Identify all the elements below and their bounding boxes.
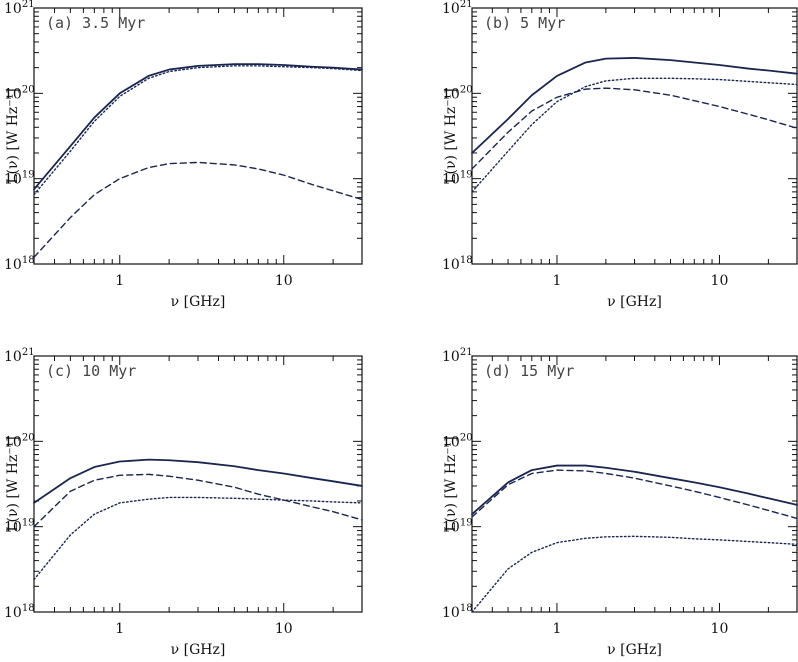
plot-frame bbox=[33, 355, 363, 613]
y-tick-label: 1020 bbox=[4, 84, 35, 102]
panel-1: 1 10 1018 1019 1020 1021 ν [GHz] L(ν) [W Hz⁻¹] (… bbox=[4, 0, 363, 310]
curve-dashed bbox=[471, 469, 798, 520]
curve-dotted bbox=[471, 535, 798, 613]
y-tick-label: 1021 bbox=[4, 347, 35, 365]
panel-label: (b) 5 Myr bbox=[484, 14, 565, 32]
curve-solid bbox=[33, 63, 363, 191]
y-axis-label: L(ν) [W Hz⁻¹] bbox=[5, 436, 21, 532]
panel-label: (d) 15 Myr bbox=[484, 362, 574, 380]
y-tick-label: 1021 bbox=[442, 0, 473, 17]
x-axis-label: ν [GHz] bbox=[607, 294, 662, 310]
y-tick-label: 1018 bbox=[442, 255, 473, 273]
x-tick-label: 1 bbox=[115, 273, 124, 289]
plot-frame bbox=[471, 7, 798, 265]
x-tick-label: 10 bbox=[711, 273, 729, 289]
y-tick-label: 1021 bbox=[442, 347, 473, 365]
curve-dotted bbox=[33, 496, 363, 581]
x-axis-label: ν [GHz] bbox=[171, 642, 226, 658]
panel-3: 1 10 1018 1019 1020 1021 ν [GHz] L(ν) [W Hz⁻¹] (… bbox=[4, 347, 363, 658]
panel-label: (a) 3.5 Myr bbox=[46, 14, 145, 32]
y-axis-label: L(ν) [W Hz⁻¹] bbox=[443, 436, 459, 532]
y-tick-label: 1019 bbox=[4, 170, 35, 188]
x-tick-label: 1 bbox=[553, 273, 562, 289]
y-axis-label: L(ν) [W Hz⁻¹] bbox=[5, 88, 21, 184]
y-axis-label: L(ν) [W Hz⁻¹] bbox=[443, 88, 459, 184]
y-tick-label: 1019 bbox=[4, 518, 35, 536]
x-tick-label: 10 bbox=[711, 621, 729, 637]
x-axis-label: ν [GHz] bbox=[171, 294, 226, 310]
x-tick-label: 10 bbox=[275, 273, 293, 289]
x-tick-label: 10 bbox=[275, 621, 293, 637]
y-tick-label: 1019 bbox=[442, 170, 473, 188]
curve-dotted bbox=[33, 65, 363, 196]
curve-dashed bbox=[471, 87, 798, 170]
plot-frame bbox=[471, 355, 798, 613]
curve-solid bbox=[471, 464, 798, 516]
y-tick-label: 1018 bbox=[442, 603, 473, 621]
curve-dashed bbox=[33, 161, 363, 258]
y-tick-label: 1018 bbox=[4, 603, 35, 621]
panel-label: (c) 10 Myr bbox=[46, 362, 136, 380]
y-tick-label: 1021 bbox=[4, 0, 35, 17]
panel-2: 1 10 1018 1019 1020 1021 ν [GHz] L(ν) [W Hz⁻¹] (… bbox=[442, 0, 798, 310]
x-tick-label: 1 bbox=[553, 621, 562, 637]
y-tick-label: 1020 bbox=[442, 84, 473, 102]
x-axis-label: ν [GHz] bbox=[607, 642, 662, 658]
curve-dashed bbox=[33, 473, 363, 528]
curve-dotted bbox=[471, 77, 798, 193]
x-tick-label: 1 bbox=[115, 621, 124, 637]
curve-solid bbox=[471, 57, 798, 154]
y-tick-label: 1018 bbox=[4, 255, 35, 273]
panel-4: 1 10 1018 1019 1020 1021 ν [GHz] L(ν) [W Hz⁻¹] (… bbox=[442, 347, 798, 658]
y-tick-label: 1019 bbox=[442, 518, 473, 536]
y-tick-label: 1020 bbox=[442, 432, 473, 450]
y-tick-label: 1020 bbox=[4, 432, 35, 450]
curve-solid bbox=[33, 458, 363, 504]
